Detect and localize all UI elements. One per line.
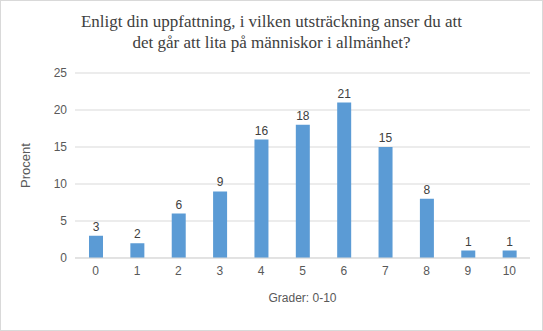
svg-text:9: 9 [217,175,224,189]
svg-text:1: 1 [506,235,513,249]
svg-text:3: 3 [93,220,100,234]
svg-text:7: 7 [382,264,389,278]
svg-text:1: 1 [465,235,472,249]
svg-text:15: 15 [54,140,68,154]
svg-text:18: 18 [296,109,310,123]
svg-text:16: 16 [255,124,269,138]
svg-text:25: 25 [54,66,68,80]
svg-text:6: 6 [175,198,182,212]
svg-text:5: 5 [299,264,306,278]
svg-text:6: 6 [341,264,348,278]
svg-text:2: 2 [134,227,141,241]
svg-text:2: 2 [175,264,182,278]
svg-text:21: 21 [338,87,352,101]
svg-text:15: 15 [379,131,393,145]
svg-text:1: 1 [134,264,141,278]
svg-text:8: 8 [424,183,431,197]
svg-text:Grader: 0-10: Grader: 0-10 [268,291,336,305]
svg-text:9: 9 [465,264,472,278]
svg-text:20: 20 [54,103,68,117]
svg-text:0: 0 [60,251,67,265]
svg-text:3: 3 [216,264,223,278]
svg-text:0: 0 [92,264,99,278]
html-text:Enligt din uppfattning, i vilk: Enligt din uppfattning, i vilken utsträc… [81,12,462,52]
svg-text:10: 10 [503,264,517,278]
svg-text:10: 10 [54,177,68,191]
svg-text:Procent: Procent [18,143,33,188]
svg-text:8: 8 [423,264,430,278]
svg-text:4: 4 [258,264,265,278]
svg-text:5: 5 [60,214,67,228]
